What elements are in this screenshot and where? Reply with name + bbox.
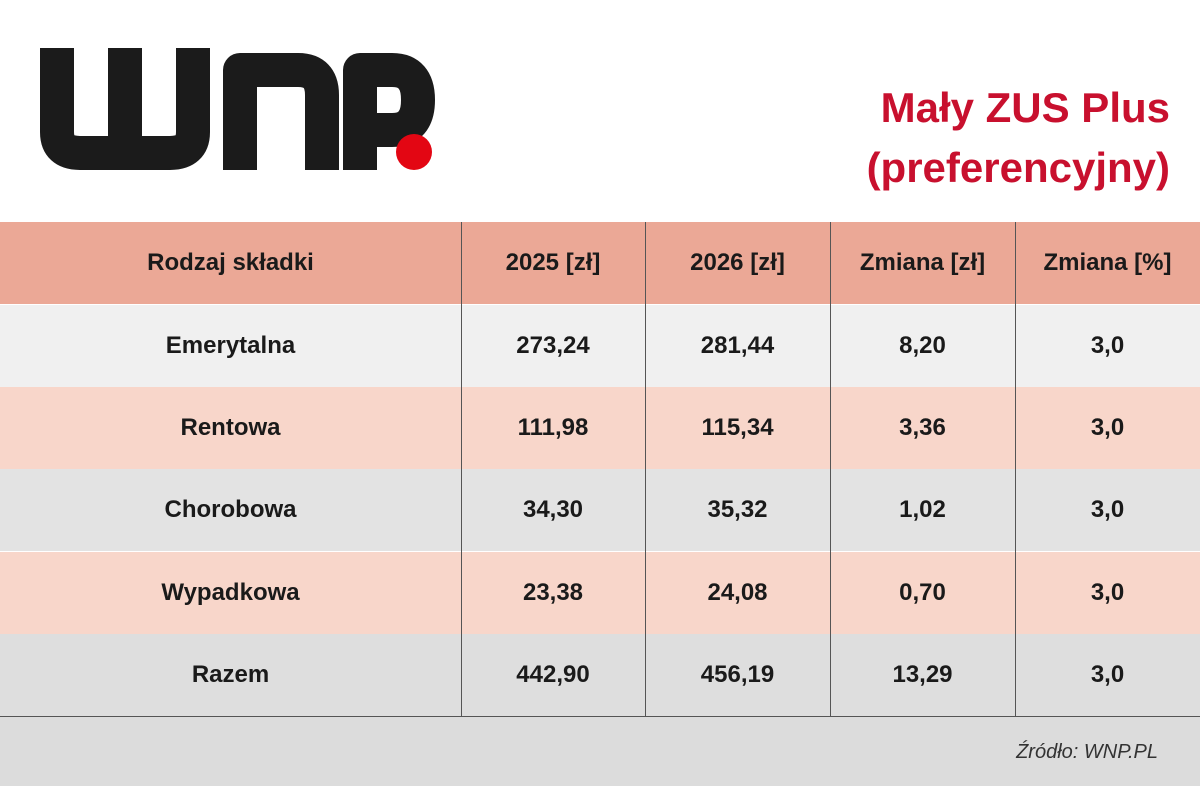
cell: 2026 [zł]: [690, 249, 785, 276]
table-row: Razem 442,90 456,19 13,29 3,0: [0, 633, 1200, 716]
cell: 23,38: [522, 578, 584, 606]
column-divider: [461, 222, 462, 716]
title-line: (preferencyjny): [866, 144, 1170, 191]
cell: Rodzaj składki: [147, 249, 314, 276]
logo-p: [343, 53, 435, 170]
cell: 3,0: [1090, 578, 1125, 606]
cell: Wypadkowa: [161, 578, 300, 606]
column-divider: [830, 222, 831, 716]
cell: 35,32: [707, 496, 768, 524]
cell: 456,19: [700, 660, 775, 688]
cell: 3,36: [899, 414, 946, 442]
title: Mały ZUS Plus (preferencyjny): [867, 78, 1170, 198]
cell: 3,0: [1090, 660, 1125, 688]
table-row: Chorobowa 34,30 35,32 1,02 3,0: [0, 469, 1200, 552]
cell: 8,20: [899, 332, 946, 359]
cell: 3,0: [1090, 332, 1125, 359]
cell: 13,29: [892, 660, 953, 688]
cell: Zmiana [%]: [1043, 249, 1172, 276]
footer: Źródło: WNP.PL: [0, 716, 1200, 786]
header-row: Rodzaj składki 2025 [zł] 2026 [zł] Zmiana […: [0, 222, 1200, 304]
cell: Zmiana [zł]: [859, 249, 986, 276]
table-row: Emerytalna 273,24 281,44 8,20 3,0: [0, 305, 1200, 387]
source: Źródło: WNP.PL: [1016, 741, 1158, 763]
cell: 34,30: [522, 496, 584, 524]
table-row: Rentowa 111,98 115,34 3,36 3,0: [0, 387, 1200, 470]
cell: 0,70: [899, 578, 946, 606]
title-line: Mały ZUS Plus: [880, 84, 1170, 131]
cell: Rentowa: [180, 414, 281, 442]
logo-dot: [396, 134, 432, 170]
cell: 2025 [zł]: [505, 249, 601, 276]
cell: 111,98: [517, 414, 589, 442]
cell: Chorobowa: [164, 496, 297, 524]
cell: 1,02: [899, 496, 946, 524]
cell: 3,0: [1090, 496, 1125, 524]
cell: Emerytalna: [165, 332, 296, 359]
cell: 442,90: [516, 660, 590, 688]
cell: 24,08: [707, 578, 768, 606]
logo: [40, 48, 435, 170]
table-row: Wypadkowa 23,38 24,08 0,70 3,0: [0, 551, 1200, 634]
column-divider: [1015, 222, 1016, 716]
logo-n: [223, 53, 339, 170]
column-divider: [645, 222, 646, 716]
cell: 115,34: [701, 414, 774, 442]
cell: 273,24: [516, 332, 590, 359]
cell: 3,0: [1090, 414, 1125, 442]
cell: 281,44: [700, 332, 775, 359]
logo-w: [40, 48, 210, 170]
cell: Razem: [191, 660, 270, 688]
